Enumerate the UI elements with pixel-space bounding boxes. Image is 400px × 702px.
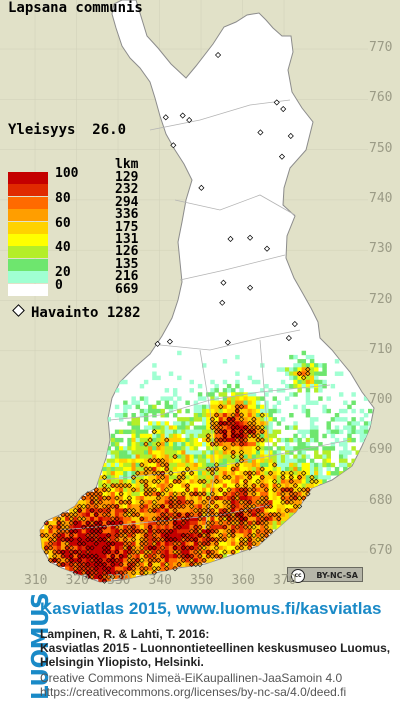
observation-markers [39,51,319,584]
northing-label: 720 [369,291,393,307]
legend-cell-count: 216 [115,269,139,285]
legend-cell-count: 336 [115,207,139,223]
legend-count-header: lkm [115,157,139,172]
easting-label: 330 [107,573,131,588]
observation-legend: Havainto 1282 [8,304,141,321]
northing-label: 690 [369,442,393,458]
legend-cell-count: 129 [115,170,139,185]
citation-publisher: Helsingin Yliopisto, Helsinki. [40,655,204,669]
legend-percent-label: 80 [55,190,71,206]
northing-label: 740 [369,190,393,206]
species-name: Lapsana communis [8,0,143,16]
license-name: Creative Commons Nimeä-EiKaupallinen-Jaa… [40,671,343,685]
atlas-title-link[interactable]: Kasviatlas 2015, www.luomus.fi/kasviatla… [40,599,382,618]
legend-percent-label: 100 [55,166,79,181]
observation-count: 1282 [106,305,141,321]
legend-swatch [8,258,48,271]
northing-label: 770 [369,40,393,55]
easting-label: 340 [148,573,172,588]
northing-label: 710 [369,341,393,357]
legend-percent-label: 20 [55,265,71,281]
province-borders [59,99,351,531]
abundance-legend: lkm 100 129 232 80 294 336 60 175 131 40 126 135 20 2… [8,157,168,297]
observation-label: Havainto [31,305,99,321]
northing-label: 730 [369,241,393,257]
northing-label: 760 [369,90,393,106]
cc-license-badge[interactable]: cc BY-NC-SA [287,567,363,583]
northing-label: 670 [369,543,393,558]
easting-label: 350 [190,573,214,588]
legend-cell-count: 294 [115,194,139,210]
finland-outline [39,0,375,583]
northing-label: 750 [369,140,393,156]
legend-swatch [8,196,48,209]
easting-label: 360 [231,573,255,588]
cc-badge-label: BY-NC-SA [316,571,358,580]
easting-label: 370 [273,573,297,588]
legend-cell-count: 669 [115,281,139,297]
legend-swatch [8,246,48,259]
northing-label: 700 [369,392,393,408]
legend-cell-count: 135 [115,256,139,272]
easting-label: 320 [65,573,89,588]
legend-swatch [8,184,48,197]
finland-distribution-map [0,0,375,584]
legend-swatch [8,271,48,284]
legend-cell-count: 126 [115,244,139,260]
legend-swatch [8,209,48,222]
legend-swatch [8,172,48,184]
credits-footer: LUOMUS Kasviatlas 2015, www.luomus.fi/ka… [0,590,400,702]
legend-swatch [8,283,48,296]
northing-label: 680 [369,492,393,508]
observation-diamond-icon [12,304,25,317]
legend-cell-count: 232 [115,182,139,198]
easting-label: 310 [24,573,48,588]
citation-title: Kasviatlas 2015 - Luonnontieteellinen ke… [40,641,391,655]
legend-cell-count: 131 [115,232,139,247]
cc-icon: cc [291,569,305,583]
legend-percent-label: 0 [55,277,63,293]
frequency-indicator: Yleisyys 26.0 [8,122,126,138]
license-url[interactable]: https://creativecommons.org/licenses/by-… [40,685,347,699]
legend-percent-label: 40 [55,240,71,256]
legend-percent-label: 60 [55,215,71,231]
legend-swatch [8,221,48,234]
frequency-value: 26.0 [92,122,127,138]
legend-swatch [8,234,48,246]
frequency-label: Yleisyys [8,122,76,138]
citation-authors: Lampinen, R. & Lahti, T. 2016: [40,627,210,641]
legend-cell-count: 175 [115,219,139,235]
